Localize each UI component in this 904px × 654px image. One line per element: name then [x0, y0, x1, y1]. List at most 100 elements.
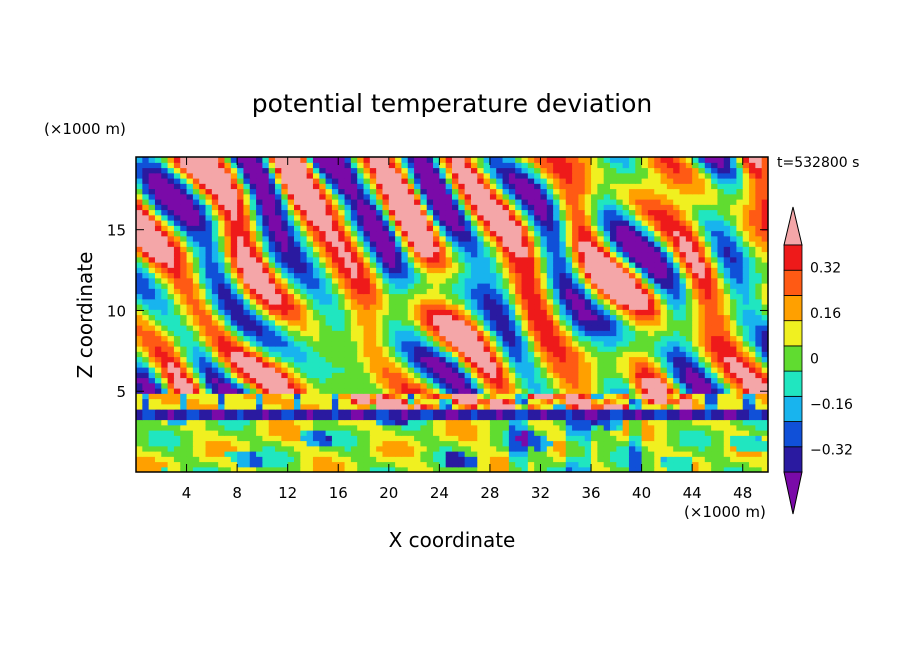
field-cell	[622, 209, 630, 216]
field-cell	[192, 309, 200, 316]
field-cell	[470, 304, 478, 310]
field-cell	[382, 256, 390, 263]
field-cell	[256, 372, 263, 379]
field-cell	[470, 340, 478, 347]
field-cell	[521, 251, 529, 258]
field-cell	[597, 456, 605, 463]
field-cell	[275, 414, 282, 421]
field-cell	[192, 372, 200, 379]
field-cell	[331, 330, 339, 337]
field-cell	[369, 288, 377, 295]
field-cell	[376, 377, 384, 384]
field-cell	[654, 461, 662, 468]
field-cell	[205, 461, 213, 468]
field-cell	[439, 241, 447, 247]
field-cell	[584, 230, 592, 237]
field-cell	[489, 393, 497, 400]
field-cell	[761, 256, 768, 263]
field-cell	[186, 309, 194, 316]
field-cell	[148, 424, 156, 431]
field-cell	[357, 440, 365, 447]
field-cell	[591, 419, 598, 426]
field-cell	[534, 456, 542, 463]
field-cell	[300, 309, 308, 316]
field-cell	[647, 225, 655, 232]
field-cell	[338, 319, 346, 326]
field-cell	[420, 298, 428, 305]
field-cell	[698, 367, 706, 373]
field-cell	[502, 267, 510, 274]
field-cell	[275, 272, 282, 279]
field-cell	[420, 456, 428, 463]
field-cell	[527, 403, 535, 410]
field-cell	[755, 298, 763, 305]
field-cell	[578, 220, 586, 226]
field-cell	[730, 435, 737, 442]
field-cell	[673, 424, 681, 431]
field-cell	[584, 262, 592, 268]
field-cell	[186, 298, 194, 305]
field-cell	[698, 335, 706, 342]
field-cell	[477, 304, 485, 310]
field-cell	[496, 330, 504, 337]
field-cell	[711, 256, 719, 263]
field-cell	[395, 367, 403, 373]
field-cell	[388, 256, 396, 263]
field-cell	[357, 361, 365, 368]
field-cell	[294, 309, 301, 316]
field-cell	[584, 283, 592, 289]
field-cell	[350, 424, 358, 431]
field-cell	[433, 409, 440, 415]
field-cell	[256, 435, 263, 442]
field-cell	[755, 346, 763, 352]
field-cell	[186, 288, 194, 295]
field-cell	[685, 209, 693, 216]
field-cell	[319, 388, 327, 394]
field-cell	[433, 293, 440, 300]
field-cell	[711, 356, 719, 363]
field-cell	[192, 246, 200, 253]
field-cell	[464, 388, 472, 394]
field-cell	[578, 367, 586, 373]
field-cell	[275, 382, 282, 389]
field-cell	[312, 430, 320, 436]
field-cell	[565, 346, 573, 352]
field-cell	[654, 445, 662, 452]
field-cell	[546, 335, 554, 342]
field-cell	[540, 435, 548, 442]
field-cell	[673, 361, 681, 368]
field-cell	[565, 267, 573, 274]
field-cell	[136, 398, 143, 405]
field-cell	[388, 361, 396, 368]
field-cell	[666, 230, 674, 237]
field-cell	[167, 451, 175, 457]
field-cell	[395, 225, 403, 232]
field-cell	[685, 435, 693, 442]
field-cell	[679, 356, 687, 363]
field-cell	[224, 445, 232, 452]
field-cell	[521, 461, 529, 468]
field-cell	[256, 409, 263, 415]
field-cell	[414, 272, 421, 279]
field-cell	[730, 272, 737, 279]
field-cell	[641, 456, 649, 463]
field-cell	[749, 314, 756, 321]
field-cell	[489, 256, 497, 263]
field-cell	[717, 214, 725, 221]
field-cell	[572, 314, 579, 321]
field-cell	[527, 346, 535, 352]
field-cell	[224, 451, 232, 457]
field-cell	[730, 304, 737, 310]
field-cell	[186, 351, 194, 358]
field-cell	[382, 220, 390, 226]
field-cell	[439, 461, 447, 468]
field-cell	[704, 325, 712, 331]
field-cell	[736, 277, 744, 284]
field-cell	[205, 340, 213, 347]
field-cell	[654, 372, 662, 379]
field-cell	[199, 382, 207, 389]
field-cell	[211, 456, 219, 463]
field-cell	[546, 293, 554, 300]
field-cell	[502, 262, 510, 268]
field-cell	[515, 220, 523, 226]
